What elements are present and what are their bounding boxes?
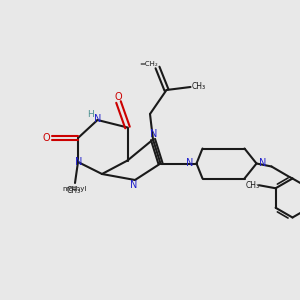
Text: CH₃: CH₃ — [66, 186, 81, 195]
Text: N: N — [260, 158, 267, 169]
Text: O: O — [115, 92, 122, 102]
Text: =CH₂: =CH₂ — [140, 61, 158, 67]
Text: methyl: methyl — [63, 186, 87, 192]
Text: CH₃: CH₃ — [192, 82, 206, 91]
Text: CH₃: CH₃ — [245, 181, 260, 190]
Text: N: N — [75, 157, 82, 167]
Text: H: H — [88, 110, 94, 119]
Text: N: N — [130, 180, 137, 190]
Text: N: N — [150, 129, 157, 139]
Text: N: N — [94, 114, 102, 124]
Text: O: O — [43, 133, 50, 143]
Text: N: N — [186, 158, 194, 169]
